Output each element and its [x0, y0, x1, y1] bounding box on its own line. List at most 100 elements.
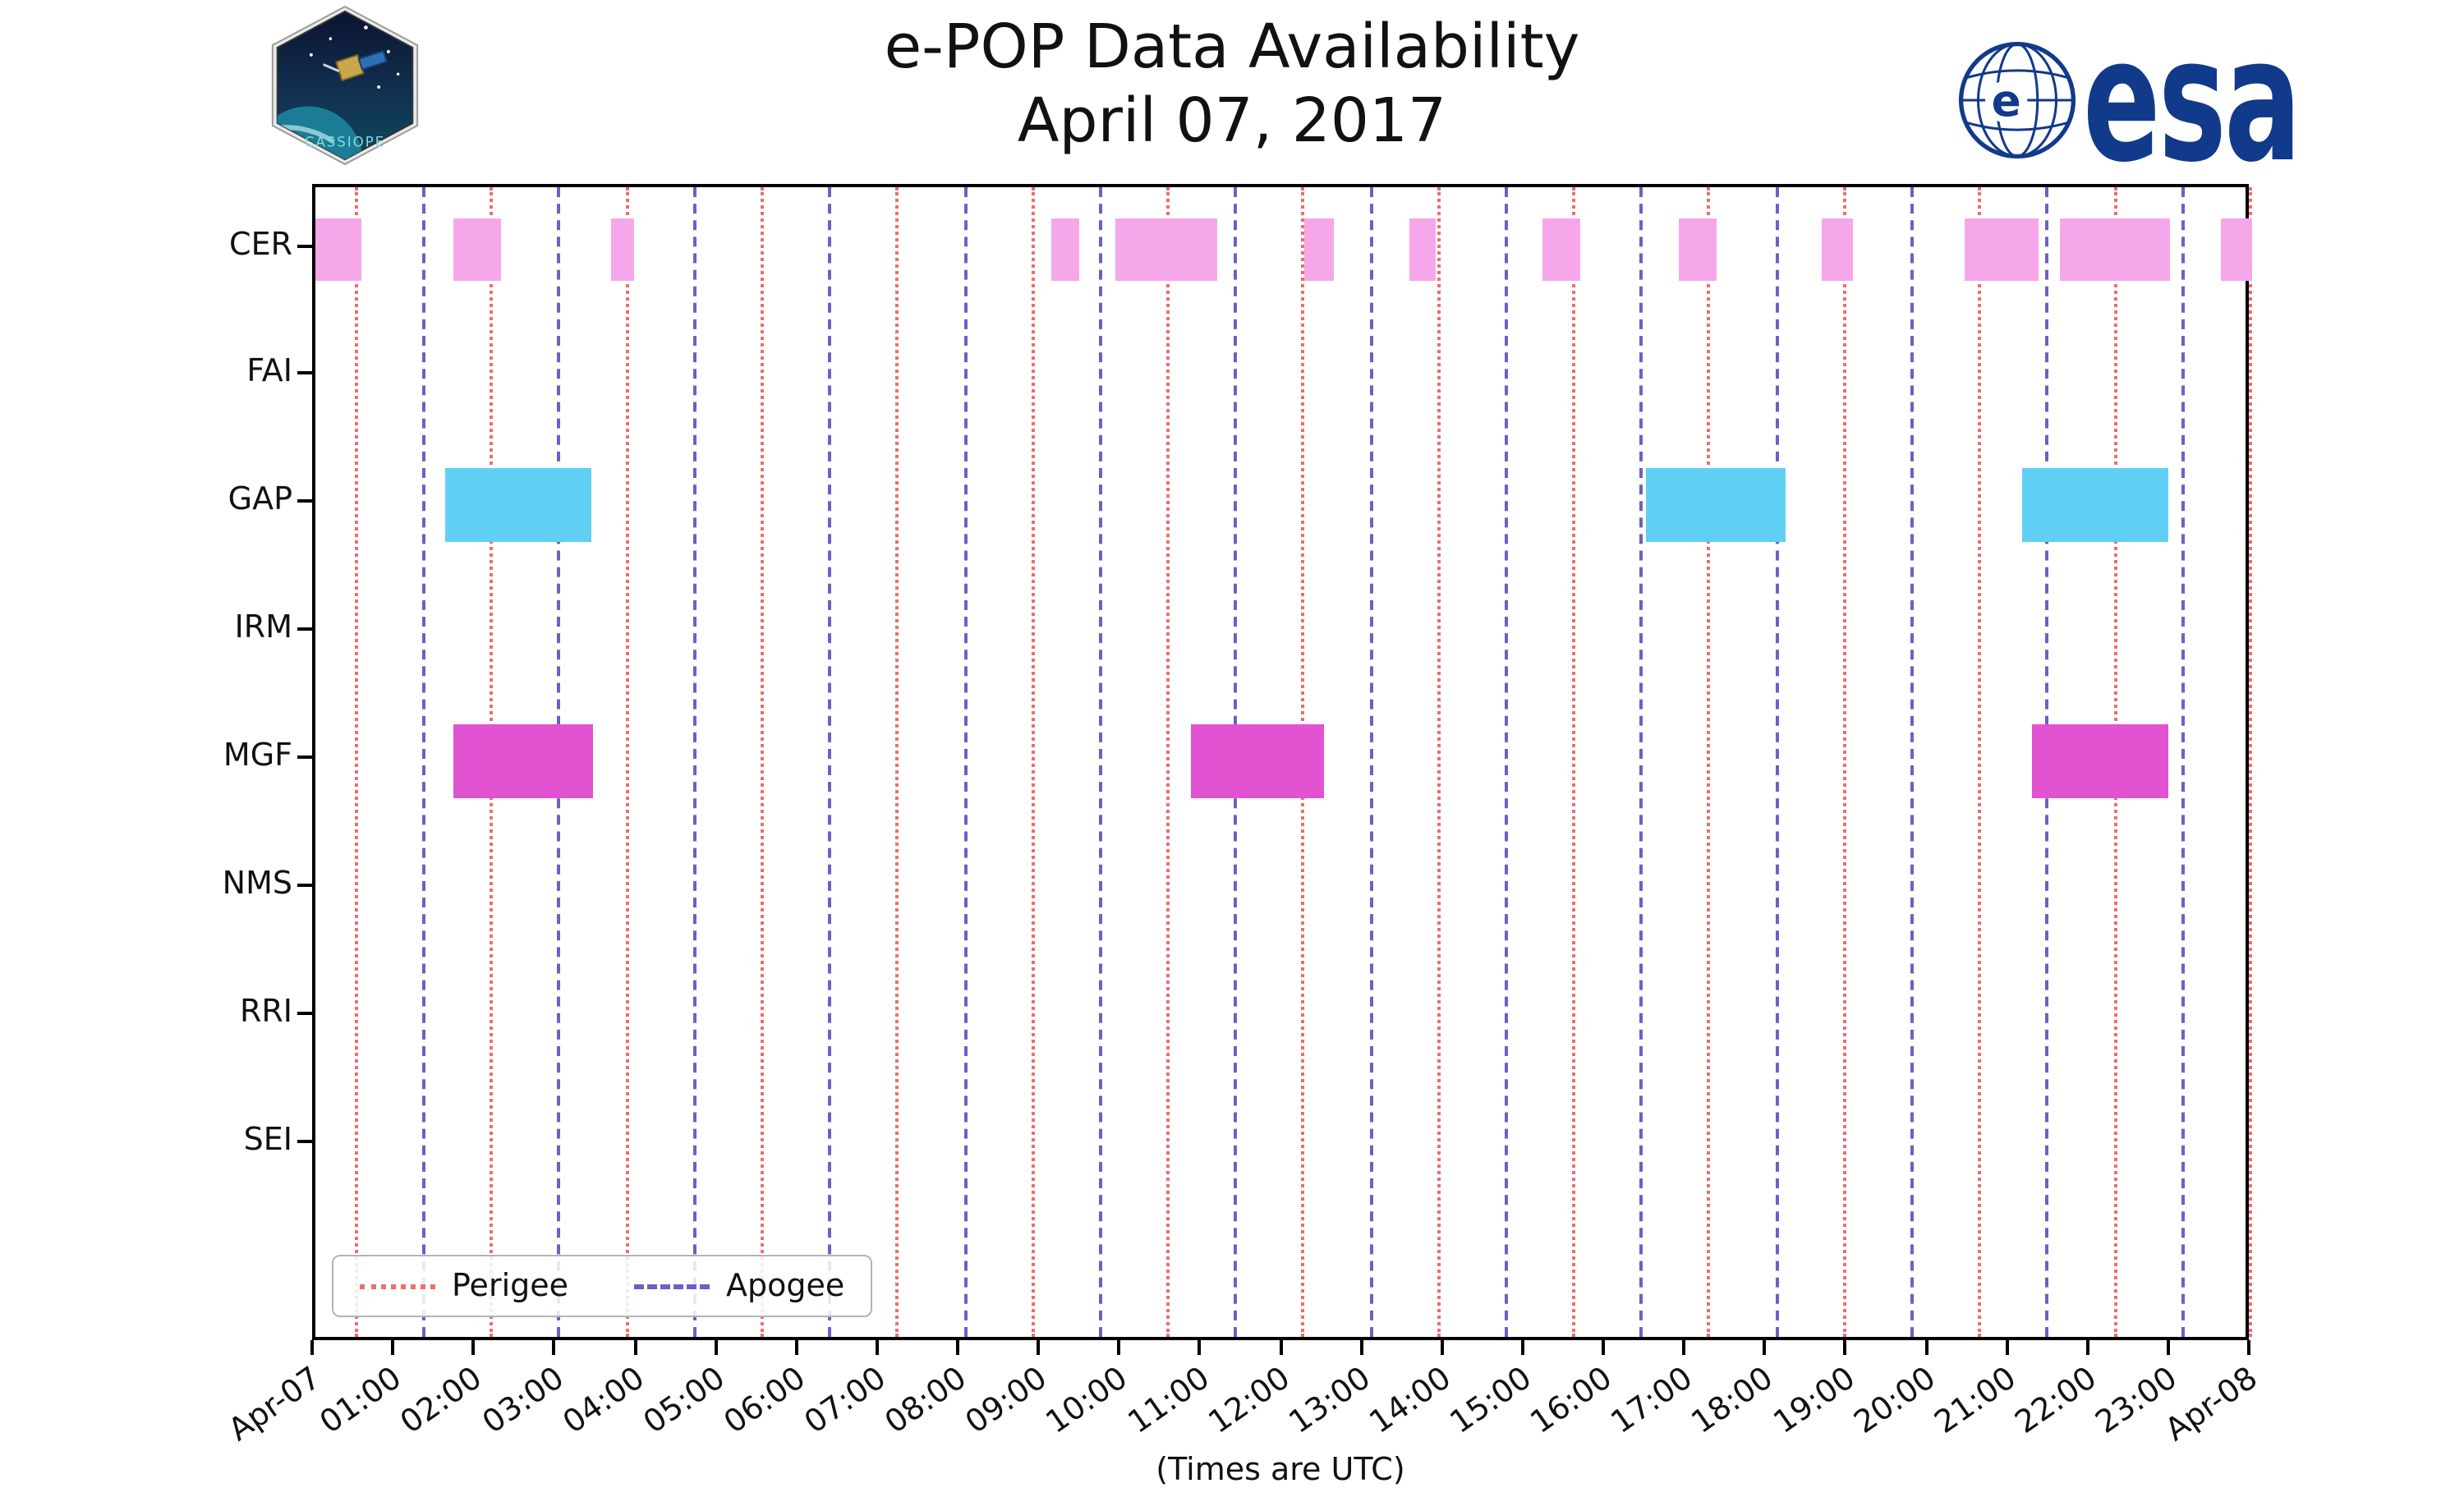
availability-bar-cer: [1303, 218, 1334, 280]
x-axis-label-0500: 05:00: [637, 1360, 732, 1441]
apogee-line: [1505, 187, 1509, 1337]
availability-bar-gap: [2021, 467, 2168, 542]
y-tick-mark: [297, 499, 312, 503]
y-axis-label-irm: IRM: [234, 609, 292, 646]
x-axis-label-1900: 19:00: [1767, 1360, 1862, 1441]
perigee-line: [1978, 187, 1981, 1337]
y-axis-label-gap: GAP: [228, 481, 292, 518]
availability-bar-mgf: [2032, 723, 2168, 798]
x-tick-mark: [1763, 1340, 1767, 1355]
x-axis-label-0100: 01:00: [314, 1360, 409, 1441]
availability-bar-cer: [2060, 218, 2170, 280]
apogee-line: [827, 187, 831, 1337]
availability-bar-cer: [1964, 218, 2039, 280]
perigee-line: [1031, 187, 1035, 1337]
x-axis-label-0900: 09:00: [959, 1360, 1055, 1441]
legend: Perigee Apogee: [332, 1255, 873, 1317]
y-axis-label-cer: CER: [229, 226, 292, 262]
x-axis-label-apr-07: Apr-07: [223, 1360, 329, 1449]
y-tick-mark: [297, 1139, 312, 1143]
availability-bar-mgf: [453, 723, 592, 798]
y-tick-mark: [297, 627, 312, 631]
apogee-line: [1369, 187, 1373, 1337]
apogee-line: [1099, 187, 1102, 1337]
apogee-legend-label: Apogee: [726, 1268, 845, 1304]
perigee-line: [1571, 187, 1575, 1337]
x-tick-mark: [1682, 1340, 1686, 1355]
x-tick-mark: [2005, 1340, 2009, 1355]
x-axis-label-apr-08: Apr-08: [2159, 1360, 2265, 1449]
availability-bar-cer: [2221, 218, 2252, 280]
x-axis-label-1600: 16:00: [1524, 1360, 1620, 1441]
x-axis-label-1200: 12:00: [1202, 1360, 1297, 1441]
perigee-legend-line-sample: [360, 1284, 435, 1288]
perigee-legend-label: Perigee: [452, 1268, 568, 1304]
x-tick-mark: [1440, 1340, 1444, 1355]
perigee-line: [760, 187, 764, 1337]
x-axis-label-0800: 08:00: [879, 1360, 974, 1441]
availability-bars-layer: [315, 187, 2252, 1337]
x-axis-label-1300: 13:00: [1282, 1360, 1377, 1441]
x-axis-label-1100: 11:00: [1121, 1360, 1216, 1441]
apogee-line: [421, 187, 425, 1337]
apogee-line: [963, 187, 967, 1337]
y-axis-label-mgf: MGF: [223, 737, 292, 774]
x-tick-mark: [2085, 1340, 2089, 1355]
x-axis-label-0200: 02:00: [394, 1360, 490, 1441]
availability-bar-cer: [1542, 218, 1581, 280]
perigee-line: [895, 187, 899, 1337]
x-tick-mark: [310, 1340, 314, 1355]
esa-globe-letter: e: [1992, 76, 2021, 126]
x-axis-label-1700: 17:00: [1605, 1360, 1700, 1441]
y-axis-label-fai: FAI: [246, 353, 292, 390]
y-tick-mark: [297, 244, 312, 247]
perigee-line: [1437, 187, 1441, 1337]
y-axis-label-nms: NMS: [222, 866, 292, 902]
availability-bar-cer: [315, 218, 361, 280]
availability-bar-cer: [1679, 218, 1717, 280]
x-tick-mark: [471, 1340, 476, 1355]
perigee-line: [625, 187, 629, 1337]
apogee-line: [2181, 187, 2185, 1337]
x-tick-mark: [391, 1340, 395, 1355]
availability-bar-cer: [453, 218, 500, 280]
x-axis-label-0400: 04:00: [556, 1360, 651, 1441]
x-tick-mark: [875, 1340, 879, 1355]
apogee-line: [692, 187, 696, 1337]
y-tick-mark: [297, 371, 312, 375]
x-tick-mark: [1117, 1340, 1121, 1355]
apogee-line: [1910, 187, 1915, 1337]
x-tick-mark: [2166, 1340, 2170, 1355]
availability-bar-cer: [1409, 218, 1436, 280]
x-tick-mark: [1602, 1340, 1605, 1355]
esa-wordmark: esa: [2083, 0, 2301, 200]
x-axis-label: (Times are UTC): [1156, 1452, 1405, 1488]
apogee-line: [1639, 187, 1643, 1337]
x-axis-label-1800: 18:00: [1685, 1360, 1781, 1441]
apogee-legend-line-sample: [634, 1284, 710, 1288]
availability-bar-cer: [611, 218, 635, 280]
x-tick-mark: [1924, 1340, 1928, 1355]
cassiope-patch-label: CASSIOPE: [305, 134, 385, 149]
apogee-line: [1775, 187, 1779, 1337]
x-tick-mark: [1198, 1340, 1202, 1355]
perigee-line: [1165, 187, 1170, 1337]
perigee-line: [2249, 187, 2252, 1337]
plot-area: Perigee Apogee: [312, 184, 2252, 1340]
availability-bar-mgf: [1191, 723, 1325, 798]
x-tick-mark: [2247, 1340, 2250, 1355]
x-tick-mark: [552, 1340, 556, 1355]
x-tick-mark: [1359, 1340, 1363, 1355]
chart-title: e-POP Data Availability: [884, 11, 1580, 82]
x-axis-label-1500: 15:00: [1444, 1360, 1539, 1441]
title-block: e-POP Data Availability April 07, 2017: [0, 10, 2464, 158]
x-tick-mark: [794, 1340, 798, 1355]
x-tick-mark: [956, 1340, 959, 1355]
y-tick-mark: [297, 1011, 312, 1015]
x-tick-mark: [1279, 1340, 1282, 1355]
x-axis-label-0300: 03:00: [476, 1360, 571, 1441]
y-axis-label-rri: RRI: [239, 993, 292, 1030]
x-axis-label-1000: 10:00: [1040, 1360, 1135, 1441]
chart-subtitle: April 07, 2017: [1017, 85, 1447, 156]
